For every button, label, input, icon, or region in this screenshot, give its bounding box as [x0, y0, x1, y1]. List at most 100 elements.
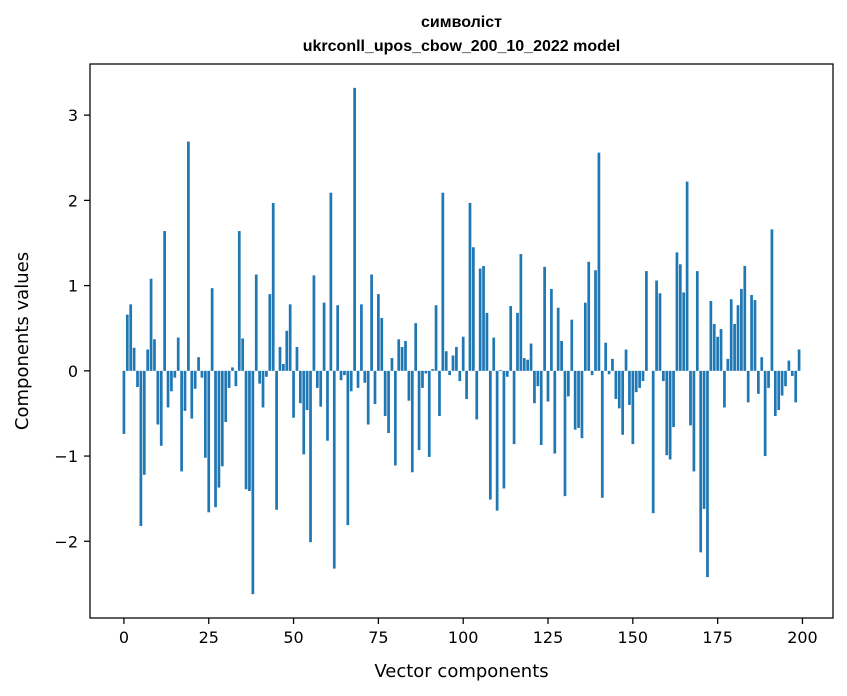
bar-142: [604, 342, 608, 371]
bar-169: [695, 271, 699, 371]
bar-29: [220, 370, 224, 467]
x-tick-label-6: 150: [618, 628, 649, 647]
bar-60: [326, 370, 329, 441]
bar-82: [400, 346, 404, 371]
bar-49: [288, 304, 292, 371]
bar-16: [176, 337, 180, 371]
bar-31: [227, 370, 231, 388]
bar-94: [441, 192, 445, 371]
bar-158: [658, 293, 662, 371]
bar-143: [607, 370, 611, 375]
bar-118: [522, 358, 526, 371]
bar-184: [746, 370, 750, 403]
bar-65: [343, 370, 346, 376]
bar-174: [712, 323, 716, 371]
bar-92: [434, 305, 438, 371]
bar-187: [757, 370, 760, 394]
bar-141: [600, 370, 604, 498]
bar-160: [665, 370, 669, 456]
bar-34: [237, 231, 241, 371]
bar-100: [461, 336, 465, 371]
bar-9: [153, 339, 156, 371]
bar-76: [380, 317, 384, 371]
bar-79: [390, 358, 394, 371]
x-tick-label-0: 0: [119, 628, 129, 647]
bar-122: [536, 370, 540, 387]
bar-61: [329, 192, 333, 371]
bar-161: [668, 370, 672, 460]
plot-frame: [89, 63, 834, 619]
bar-113: [505, 370, 509, 377]
bar-66: [346, 370, 350, 526]
bar-101: [465, 370, 468, 399]
bar-198: [794, 370, 798, 403]
bar-14: [170, 370, 173, 392]
bar-171: [702, 370, 706, 509]
bar-185: [750, 294, 753, 371]
bar-72: [366, 370, 370, 425]
bar-131: [567, 370, 570, 397]
bar-102: [468, 202, 472, 371]
x-tick-label-5: 125: [533, 628, 564, 647]
bar-0: [122, 370, 126, 434]
bar-126: [550, 289, 553, 371]
bar-183: [743, 265, 747, 371]
bar-40: [258, 370, 261, 384]
bar-167: [689, 370, 692, 426]
bar-52: [298, 370, 302, 404]
bar-105: [478, 268, 482, 371]
bar-69: [356, 370, 360, 388]
bar-7: [146, 349, 150, 371]
bar-71: [363, 370, 367, 383]
bar-4: [136, 370, 139, 388]
bar-8: [149, 278, 153, 371]
bar-45: [275, 370, 278, 510]
bar-148: [624, 349, 628, 371]
bar-166: [685, 181, 689, 371]
bar-117: [519, 254, 523, 371]
bar-42: [265, 370, 268, 377]
bar-140: [597, 152, 601, 371]
bar-33: [234, 370, 238, 387]
x-tick-label-8: 200: [787, 628, 818, 647]
bar-134: [577, 370, 580, 428]
bar-189: [763, 370, 767, 457]
bar-96: [448, 370, 451, 376]
bar-115: [512, 370, 516, 445]
bar-175: [716, 336, 720, 371]
bar-119: [526, 359, 530, 371]
bar-156: [651, 370, 655, 514]
bar-106: [482, 265, 485, 371]
bar-164: [678, 264, 682, 371]
bar-110: [495, 370, 499, 511]
bar-37: [248, 370, 251, 492]
bar-27: [214, 370, 217, 508]
bar-93: [438, 370, 441, 417]
bar-74: [373, 370, 377, 405]
bar-54: [305, 370, 309, 411]
bar-63: [336, 305, 340, 371]
bar-70: [360, 304, 363, 371]
bar-20: [190, 370, 194, 419]
bar-18: [183, 370, 187, 411]
bar-84: [407, 370, 411, 401]
bar-77: [383, 370, 387, 417]
bar-43: [268, 294, 272, 371]
bar-121: [533, 370, 536, 404]
x-axis-label: Vector components: [374, 661, 548, 682]
bar-114: [509, 306, 513, 371]
bar-51: [295, 346, 299, 371]
bar-125: [546, 370, 550, 402]
bar-1: [125, 314, 129, 371]
bar-180: [733, 323, 736, 371]
bar-127: [553, 370, 557, 454]
bar-195: [784, 370, 787, 387]
bar-108: [488, 370, 492, 500]
bar-197: [790, 370, 794, 376]
bar-192: [773, 370, 777, 417]
bar-170: [699, 370, 703, 553]
bar-98: [455, 346, 458, 371]
x-tick-label-2: 50: [283, 628, 303, 647]
bar-128: [556, 307, 560, 371]
bar-188: [760, 357, 764, 371]
